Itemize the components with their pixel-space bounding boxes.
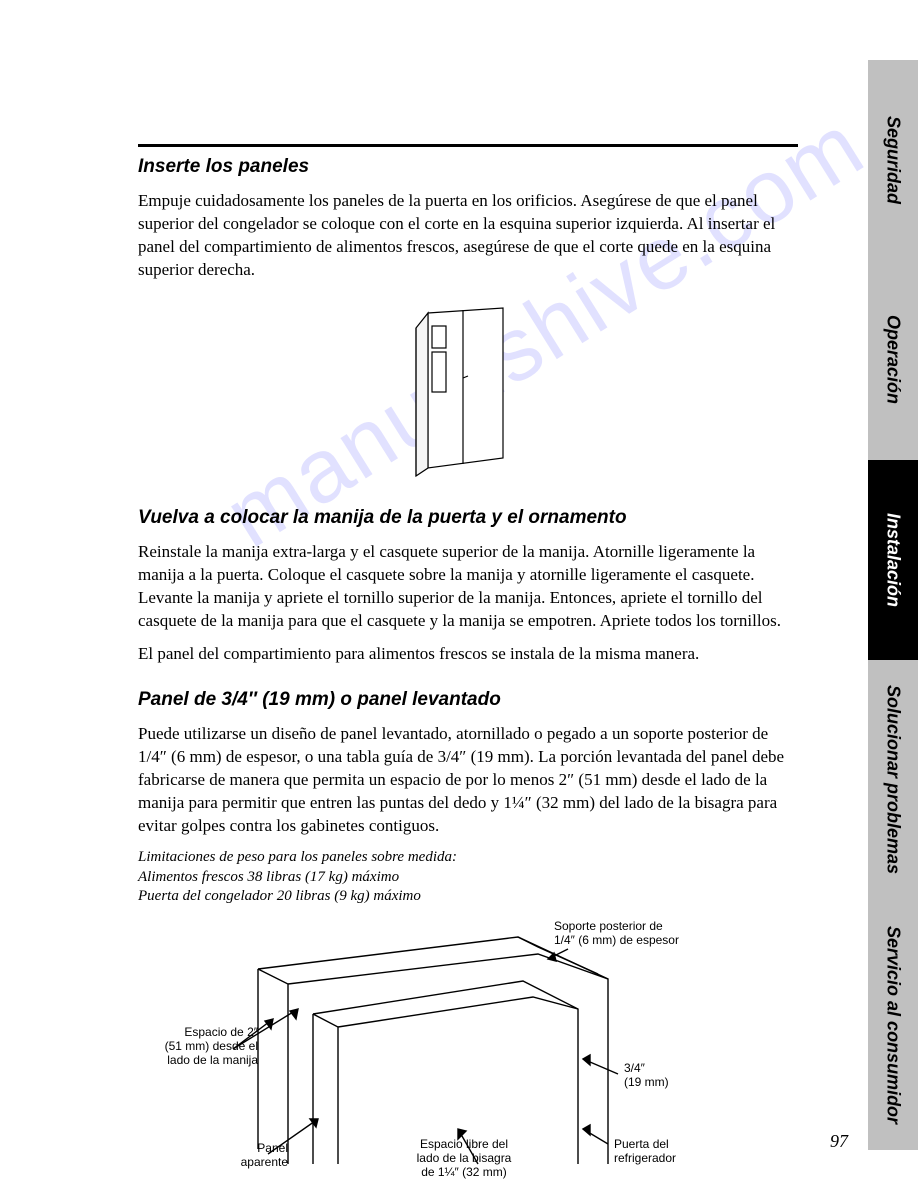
note-weight-1: Alimentos frescos 38 libras (17 kg) máxi…: [138, 868, 798, 888]
heading-panel-3-4: Panel de 3/4″ (19 mm) o panel levantado: [138, 689, 798, 711]
callout-backing: Soporte posterior de1/4″ (6 mm) de espes…: [554, 919, 714, 948]
tab-solucionar[interactable]: Solucionar problemas: [868, 660, 918, 900]
note-weight-0: Limitaciones de peso para los paneles so…: [138, 848, 798, 868]
content-area: Inserte los paneles Empuje cuidadosament…: [138, 132, 798, 1179]
heading-handle: Vuelva a colocar la manija de la puerta …: [138, 507, 798, 529]
para-handle-1: Reinstale la manija extra-larga y el cas…: [138, 541, 798, 633]
manual-page: manualshive.com Inserte los paneles Empu…: [0, 0, 918, 1188]
para-insert-panels: Empuje cuidadosamente los paneles de la …: [138, 190, 798, 282]
tab-servicio[interactable]: Servicio al consumidor: [868, 900, 918, 1150]
para-handle-2: El panel del compartimiento para aliment…: [138, 643, 798, 666]
side-tabs: Seguridad Operación Instalación Solucion…: [868, 60, 918, 1150]
figure-refrigerator: [138, 298, 798, 483]
callout-3-4: 3/4″(19 mm): [624, 1061, 704, 1090]
tab-seguridad[interactable]: Seguridad: [868, 60, 918, 260]
para-panel: Puede utilizarse un diseño de panel leva…: [138, 723, 798, 838]
heading-insert-panels: Inserte los paneles: [138, 156, 798, 178]
callout-hinge-gap: Espacio libre dellado de la bisagrade 1¼…: [394, 1137, 534, 1180]
figure-panel-detail: Soporte posterior de1/4″ (6 mm) de espes…: [138, 919, 798, 1179]
callout-panel: Panelaparente: [208, 1141, 288, 1170]
page-number: 97: [830, 1131, 848, 1152]
callout-handle-gap: Espacio de 2″(51 mm) desde ellado de la …: [138, 1025, 258, 1068]
note-weight-2: Puerta del congelador 20 libras (9 kg) m…: [138, 887, 798, 907]
tab-operacion[interactable]: Operación: [868, 260, 918, 460]
callout-door: Puerta delrefrigerador: [614, 1137, 724, 1166]
tab-instalacion[interactable]: Instalación: [868, 460, 918, 660]
